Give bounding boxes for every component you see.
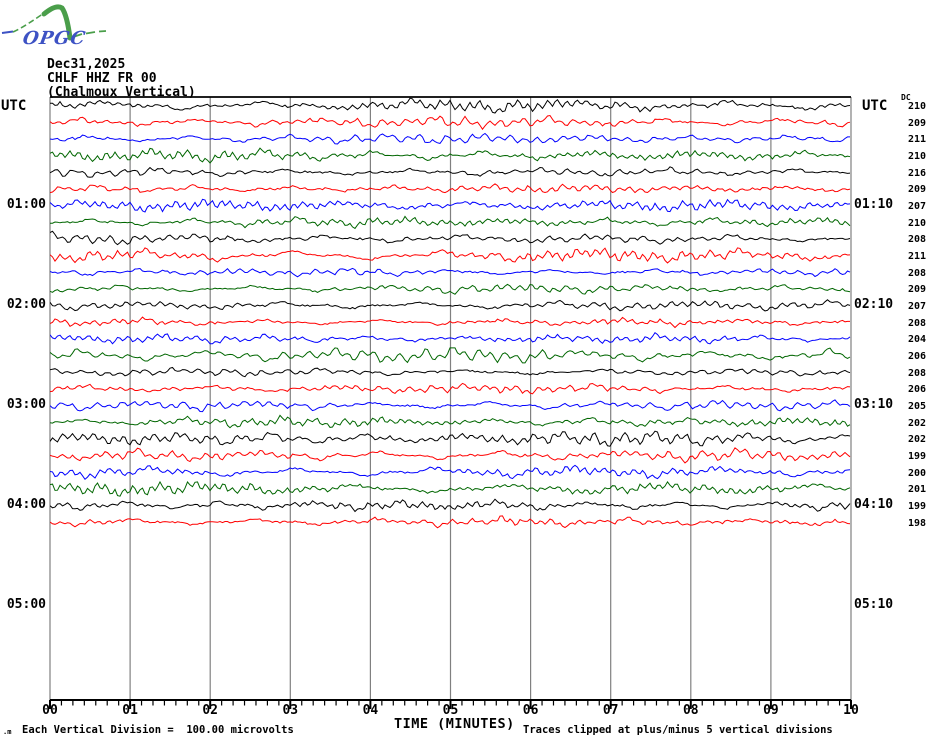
- dc-value: 210: [907, 217, 926, 229]
- dc-value: 216: [907, 167, 926, 179]
- utc-left-label: 01:00: [6, 197, 46, 213]
- minute-label: 08: [682, 703, 699, 718]
- dc-value: 206: [907, 350, 926, 362]
- minute-label: 06: [522, 703, 539, 718]
- seismo-trace-01:30: [50, 247, 851, 264]
- utc-left-label: 05:00: [6, 597, 46, 613]
- dc-value: 202: [907, 434, 926, 446]
- dc-value: 208: [907, 317, 926, 329]
- seismo-trace-03:20: [50, 430, 851, 447]
- seismo-trace-00:40: [50, 166, 851, 178]
- utc-left-header: UTC: [1, 98, 27, 114]
- seismo-trace-04:10: [50, 515, 851, 529]
- location-label: (Chalmoux Vertical): [47, 85, 196, 100]
- seismo-trace-02:20: [50, 331, 851, 345]
- seismo-trace-00:00: [50, 97, 851, 114]
- minute-label: 03: [282, 703, 299, 718]
- logo-peak: [41, 4, 73, 41]
- dc-value: 211: [907, 134, 926, 146]
- seismo-trace-02:10: [50, 316, 850, 329]
- dc-value: 199: [907, 450, 926, 462]
- dc-value: 210: [907, 150, 926, 162]
- opgc-logo: OPGC: [1, 4, 107, 49]
- minute-label: 09: [763, 703, 779, 718]
- minute-label: 01: [122, 703, 138, 718]
- minute-label: 05: [442, 703, 459, 718]
- utc-right-label: 03:10: [854, 397, 894, 413]
- seismo-trace-02:00: [50, 299, 851, 312]
- date-label: Dec31,2025: [47, 57, 126, 72]
- seismo-trace-03:30: [50, 447, 851, 464]
- dc-value: 211: [907, 250, 926, 262]
- corner-glyph: .m: [3, 728, 12, 736]
- dc-value: 200: [907, 467, 926, 479]
- dc-value: 210: [907, 101, 926, 112]
- seismo-trace-03:50: [50, 480, 851, 497]
- seismo-trace-00:50: [50, 183, 851, 194]
- minute-label: 02: [202, 703, 219, 718]
- clipping-note: Traces clipped at plus/minus 5 vertical …: [523, 724, 833, 736]
- dc-column-header: DC: [901, 93, 911, 102]
- minute-label: 07: [602, 703, 619, 718]
- minute-label: 04: [362, 703, 379, 718]
- seismo-trace-02:50: [50, 382, 851, 395]
- vertical-division-note: Each Vertical Division = 100.00 microvol…: [22, 724, 294, 736]
- utc-left-label: 02:00: [6, 297, 46, 313]
- seismo-trace-01:50: [50, 283, 851, 295]
- utc-right-label: 01:10: [854, 197, 894, 213]
- utc-right-label: 05:10: [854, 597, 894, 613]
- seismo-trace-03:00: [50, 399, 851, 413]
- x-axis-title: TIME (MINUTES): [394, 716, 515, 732]
- dc-value: 208: [907, 367, 926, 379]
- seismo-trace-03:10: [50, 414, 851, 429]
- minute-label: 00: [42, 703, 58, 718]
- dc-value: 202: [907, 417, 926, 429]
- dc-value: 198: [907, 517, 926, 529]
- utc-right-label: 02:10: [854, 297, 894, 313]
- seismo-trace-00:10: [50, 114, 851, 131]
- seismo-trace-02:30: [50, 347, 851, 364]
- utc-right-label: 04:10: [854, 497, 894, 513]
- utc-left-label: 03:00: [6, 397, 46, 413]
- dc-value: 199: [907, 500, 926, 512]
- utc-left-label: 04:00: [6, 497, 46, 513]
- seismo-trace-03:40: [50, 464, 851, 481]
- opgc-logo-text: OPGC: [21, 28, 88, 49]
- seismo-trace-01:10: [50, 215, 851, 230]
- logo-left-dash: [1, 30, 14, 34]
- dc-value: 206: [907, 384, 926, 396]
- seismo-trace-00:30: [50, 147, 851, 164]
- dc-value: 205: [907, 400, 926, 412]
- dc-value: 207: [907, 200, 926, 212]
- seismo-trace-02:40: [50, 366, 851, 378]
- minute-label: 10: [843, 703, 859, 718]
- seismo-trace-04:00: [50, 498, 851, 513]
- station-label: CHLF HHZ FR 00: [47, 71, 157, 86]
- logo-right-dashes: [72, 30, 107, 38]
- dc-value: 209: [907, 184, 926, 196]
- dc-value: 209: [907, 284, 926, 296]
- title-block: Dec31,2025 CHLF HHZ FR 00 (Chalmoux Vert…: [47, 58, 196, 100]
- dc-value: 207: [907, 300, 926, 312]
- seismo-trace-01:00: [50, 198, 851, 213]
- seismo-trace-01:20: [50, 230, 851, 246]
- seismo-trace-00:20: [50, 132, 850, 145]
- dc-value: 204: [907, 334, 926, 346]
- seismo-trace-01:40: [50, 267, 851, 278]
- dc-value: 209: [907, 117, 926, 129]
- dc-value: 201: [907, 484, 926, 496]
- dc-value: 208: [907, 267, 926, 279]
- dc-value: 208: [907, 234, 926, 246]
- utc-right-header: UTC: [862, 98, 888, 114]
